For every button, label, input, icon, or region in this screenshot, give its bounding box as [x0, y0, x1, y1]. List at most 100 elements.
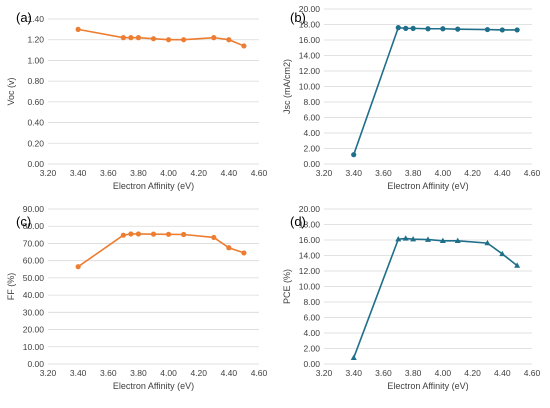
data-point-d [514, 262, 521, 268]
y-tick-label-c: 80.00 [23, 221, 45, 231]
data-point-d [402, 235, 409, 241]
x-tick-label-a: 3.20 [40, 168, 57, 178]
x-tick-label-d: 4.20 [464, 368, 481, 378]
data-point-a [226, 37, 232, 43]
data-point-b [403, 25, 409, 31]
chart-panel-a: 0.00 0.20 0.40 0.60 0.80 1.00 1.20 1.40 3.20 3.40… [6, 10, 268, 191]
panel-label-a: (a) [16, 10, 32, 25]
data-point-d [395, 236, 402, 242]
x-tick-label-a: 4.60 [251, 168, 268, 178]
y-tick-label-c: 0.00 [27, 359, 44, 369]
y-tick-label-c: 40.00 [23, 290, 45, 300]
y-tick-label-b: 6.00 [303, 113, 320, 123]
y-axis-label-d: PCE (%) [282, 269, 292, 304]
y-tick-label-b: 2.00 [303, 144, 320, 154]
y-tick-label-d: 16.00 [299, 235, 321, 245]
data-point-a [135, 35, 142, 41]
y-tick-label-c: 90.00 [23, 204, 45, 214]
x-tick-label-c: 4.60 [251, 368, 268, 378]
data-point-d [350, 354, 357, 360]
x-tick-label-d: 4.00 [435, 368, 452, 378]
x-axis-label-d: Electron Affinity (eV) [387, 381, 468, 391]
x-tick-label-b: 4.40 [494, 168, 511, 178]
data-point-a [165, 37, 172, 43]
y-tick-label-b: 4.00 [303, 128, 320, 138]
x-tick-label-d: 4.40 [494, 368, 511, 378]
data-point-a [181, 37, 187, 43]
data-point-c [181, 231, 187, 238]
data-point-c [150, 231, 157, 237]
y-tick-label-d: 0.00 [303, 359, 320, 369]
data-point-b [395, 25, 401, 31]
data-point-d [454, 237, 461, 243]
y-tick-label-d: 8.00 [303, 297, 320, 307]
data-point-b [410, 25, 416, 31]
chart-panel-b: 0.00 2.00 4.00 6.00 8.00 10.00 12.00 14.00 16.00… [282, 4, 541, 191]
data-point-a [241, 43, 247, 49]
panel-label-b: (b) [290, 10, 306, 25]
y-tick-label-d: 10.00 [299, 282, 321, 292]
y-axis-label-b: Jsc (mA/cm2) [282, 59, 292, 114]
x-tick-label-c: 3.20 [40, 368, 57, 378]
x-tick-label-b: 4.60 [524, 168, 541, 178]
series-line-a [77, 28, 245, 47]
x-tick-label-d: 3.40 [345, 368, 362, 378]
data-point-c [120, 232, 126, 238]
x-tick-label-a: 4.40 [221, 168, 238, 178]
y-tick-label-d: 6.00 [303, 313, 320, 323]
y-tick-label-a: 0.80 [27, 76, 44, 86]
data-point-b [351, 152, 357, 158]
x-tick-label-a: 3.40 [70, 168, 87, 178]
y-tick-label-c: 70.00 [23, 238, 45, 248]
x-tick-label-c: 3.80 [130, 368, 147, 378]
x-tick-label-d: 3.60 [375, 368, 392, 378]
y-tick-label-b: 12.00 [299, 66, 321, 76]
x-tick-label-c: 4.40 [221, 368, 238, 378]
data-point-c [128, 231, 134, 237]
y-tick-label-d: 18.00 [299, 220, 321, 230]
data-point-b [455, 26, 461, 32]
y-tick-label-b: 18.00 [299, 20, 321, 30]
data-point-b [514, 27, 520, 33]
x-tick-label-b: 4.20 [464, 168, 481, 178]
y-tick-label-a: 0.40 [27, 118, 44, 128]
y-tick-label-d: 12.00 [299, 266, 321, 276]
x-tick-label-a: 3.60 [100, 168, 117, 178]
y-tick-label-c: 20.00 [23, 325, 45, 335]
x-tick-label-b: 3.60 [375, 168, 392, 178]
panel-label-d: (d) [290, 214, 306, 229]
data-point-a [120, 35, 126, 41]
data-point-a [150, 36, 157, 42]
data-point-d [410, 236, 417, 242]
x-tick-label-b: 3.40 [345, 168, 362, 178]
x-tick-label-d: 3.20 [316, 368, 333, 378]
y-tick-label-c: 50.00 [23, 273, 45, 283]
y-tick-label-a: 1.00 [27, 55, 44, 65]
y-tick-label-b: 10.00 [299, 82, 321, 92]
x-tick-label-c: 3.40 [70, 368, 87, 378]
data-point-c [165, 231, 172, 237]
y-tick-label-b: 16.00 [299, 35, 321, 45]
data-point-b [484, 26, 491, 33]
panel-label-c: (c) [16, 214, 31, 229]
x-tick-label-c: 4.00 [160, 368, 177, 378]
data-point-c [241, 250, 247, 256]
x-axis-label-b: Electron Affinity (eV) [387, 181, 468, 191]
series-line-c [77, 233, 245, 268]
data-point-c [135, 231, 142, 237]
series-line-b [352, 26, 518, 155]
data-point-a [211, 35, 217, 41]
x-tick-label-b: 4.00 [435, 168, 452, 178]
x-tick-label-a: 3.80 [130, 168, 147, 178]
y-tick-label-d: 4.00 [303, 328, 320, 338]
x-tick-label-c: 4.20 [190, 368, 207, 378]
data-point-b [425, 26, 431, 32]
y-tick-label-a: 0.20 [27, 138, 44, 148]
x-tick-label-d: 3.80 [405, 368, 422, 378]
y-axis-label-a: Voc (v) [6, 77, 16, 105]
y-tick-label-c: 30.00 [23, 307, 45, 317]
x-tick-label-c: 3.60 [100, 368, 117, 378]
x-tick-label-b: 3.80 [405, 168, 422, 178]
chart-panel-d: 0.00 2.00 4.00 6.00 8.00 10.00 12.00 14.00 16.00… [282, 204, 541, 391]
